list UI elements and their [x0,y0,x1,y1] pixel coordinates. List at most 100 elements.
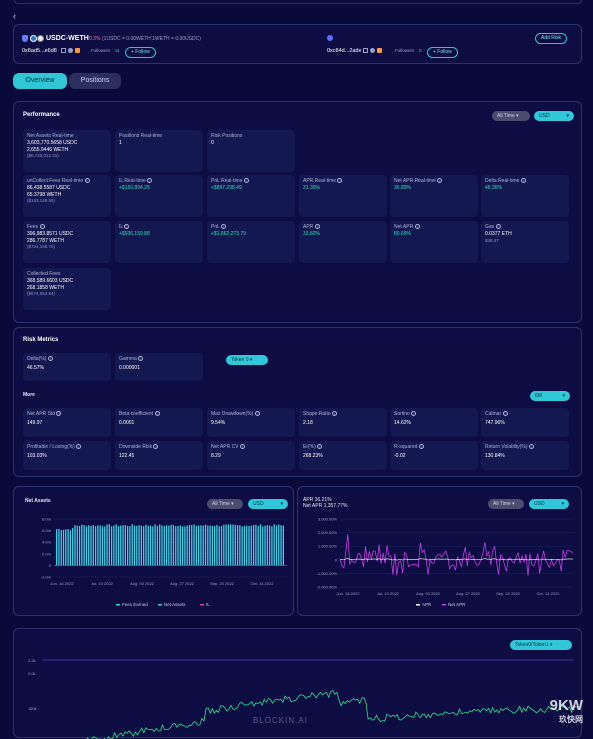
info-icon[interactable]: i [48,356,53,361]
risk-label: Er(%) [303,444,316,450]
apr-chart[interactable]: 3,000.00%2,000.00%1,000.00%0-1,000.00%-2… [298,487,583,617]
info-icon[interactable]: i [521,178,526,183]
currency-select[interactable]: USD▾ [534,111,574,121]
debank-icon[interactable] [75,48,80,53]
metric-value: 80.69% [394,231,474,237]
address-right[interactable]: 0xc84d...2ade [327,48,362,54]
info-icon[interactable]: i [244,178,249,183]
metric-usd: ($163,149.55) [27,198,107,204]
info-icon[interactable]: i [415,224,420,229]
info-icon[interactable]: i [221,224,226,229]
x-tick-label: Aug. 03 2022 [416,591,441,596]
performance-cell: IL i+$936,159.88 [115,221,203,263]
performance-title: Performance [23,112,60,118]
metric-label: Net APR [394,224,413,230]
token-select[interactable]: Token 0 ▾ [226,355,268,365]
time-select[interactable]: All Time ▾ [492,111,530,121]
metric-label: Fees [27,224,38,230]
net-assets-bar [132,524,133,565]
weth-token-icon [37,35,44,42]
info-icon[interactable]: i [337,178,342,183]
info-icon[interactable]: i [138,356,143,361]
etherscan-icon-right[interactable] [370,48,375,53]
debank-icon-right[interactable] [377,48,382,53]
info-icon[interactable]: i [419,444,424,449]
net-assets-bar [180,525,181,565]
info-icon[interactable]: i [437,178,442,183]
metric-value: 46.36% [485,185,565,191]
info-icon[interactable]: i [40,224,45,229]
info-icon[interactable]: i [76,444,81,449]
metric-label: IL [119,224,123,230]
net-assets-bar [145,525,146,566]
net-assets-bar [173,525,174,565]
net-assets-bar [90,526,91,565]
period-select[interactable]: 6M▾ [530,391,570,401]
follow-button-left[interactable]: + Follow [125,47,156,58]
legend-label: Net APR [448,602,466,607]
etherscan-icon[interactable] [68,48,73,53]
net-assets-bar [276,525,277,565]
info-icon[interactable]: i [255,411,260,416]
net-assets-bar [58,529,59,565]
net-assets-bar [83,525,84,565]
info-icon[interactable]: i [147,178,152,183]
net-assets-bar [136,526,137,565]
metric-value: 36.89% [394,185,474,191]
x-tick-label: Jul. 10 2022 [377,591,400,596]
info-icon[interactable]: i [315,224,320,229]
net-assets-bar [100,525,101,565]
net-assets-bar [187,526,188,566]
pool-header-card: USDC-WETH 0.3% (1USDC = 0.00WETH 1WETH =… [13,24,582,64]
more-label: More [23,392,35,398]
info-icon[interactable]: i [240,444,245,449]
info-icon[interactable]: i [56,411,61,416]
info-icon[interactable]: i [496,224,501,229]
y-tick-label: 4.0m [42,540,52,545]
y-tick-label: 2.0m [42,551,52,556]
net-assets-bar [193,524,194,565]
copy-icon-right[interactable] [363,48,368,53]
address-left[interactable]: 0x8ad5...e6d8 [22,48,57,54]
info-icon[interactable]: i [153,444,158,449]
info-icon[interactable]: i [124,224,129,229]
copy-icon[interactable] [61,48,66,53]
legend-label: Net Assets [164,602,186,607]
info-icon[interactable]: i [85,178,90,183]
net-assets-bar [196,526,197,566]
info-icon[interactable]: i [503,411,508,416]
y-tick-label: -1,000.00% [317,571,338,576]
net-assets-bar [221,526,222,565]
add-risk-button[interactable]: Add Risk [535,33,567,44]
info-icon[interactable]: i [411,411,416,416]
risk-value: 103.03% [27,453,107,459]
risk-label: Shape Ratio [303,411,331,417]
net-assets-bar [253,525,254,565]
net-assets-bar [264,526,265,566]
net-assets-bar [67,529,68,565]
net-assets-bar [246,526,247,566]
followers-label-right: Followers [395,48,414,53]
follow-button-right[interactable]: + Follow [427,47,458,58]
back-arrow-icon[interactable]: ‹ [13,11,16,21]
info-icon[interactable]: i [155,411,160,416]
info-icon[interactable]: i [317,444,322,449]
net-assets-bar [283,525,284,565]
legend-swatch [200,604,204,606]
metric-label: APR [303,224,313,230]
legend-label: IL [206,602,210,607]
info-icon[interactable]: i [529,444,534,449]
net-assets-bar [271,526,272,565]
tab-overview[interactable]: Overview [13,73,67,89]
gamma-label: Gamma [119,356,137,362]
tab-positions[interactable]: Positions [69,73,121,89]
net-assets-bar [209,526,210,566]
info-icon[interactable]: i [332,411,337,416]
